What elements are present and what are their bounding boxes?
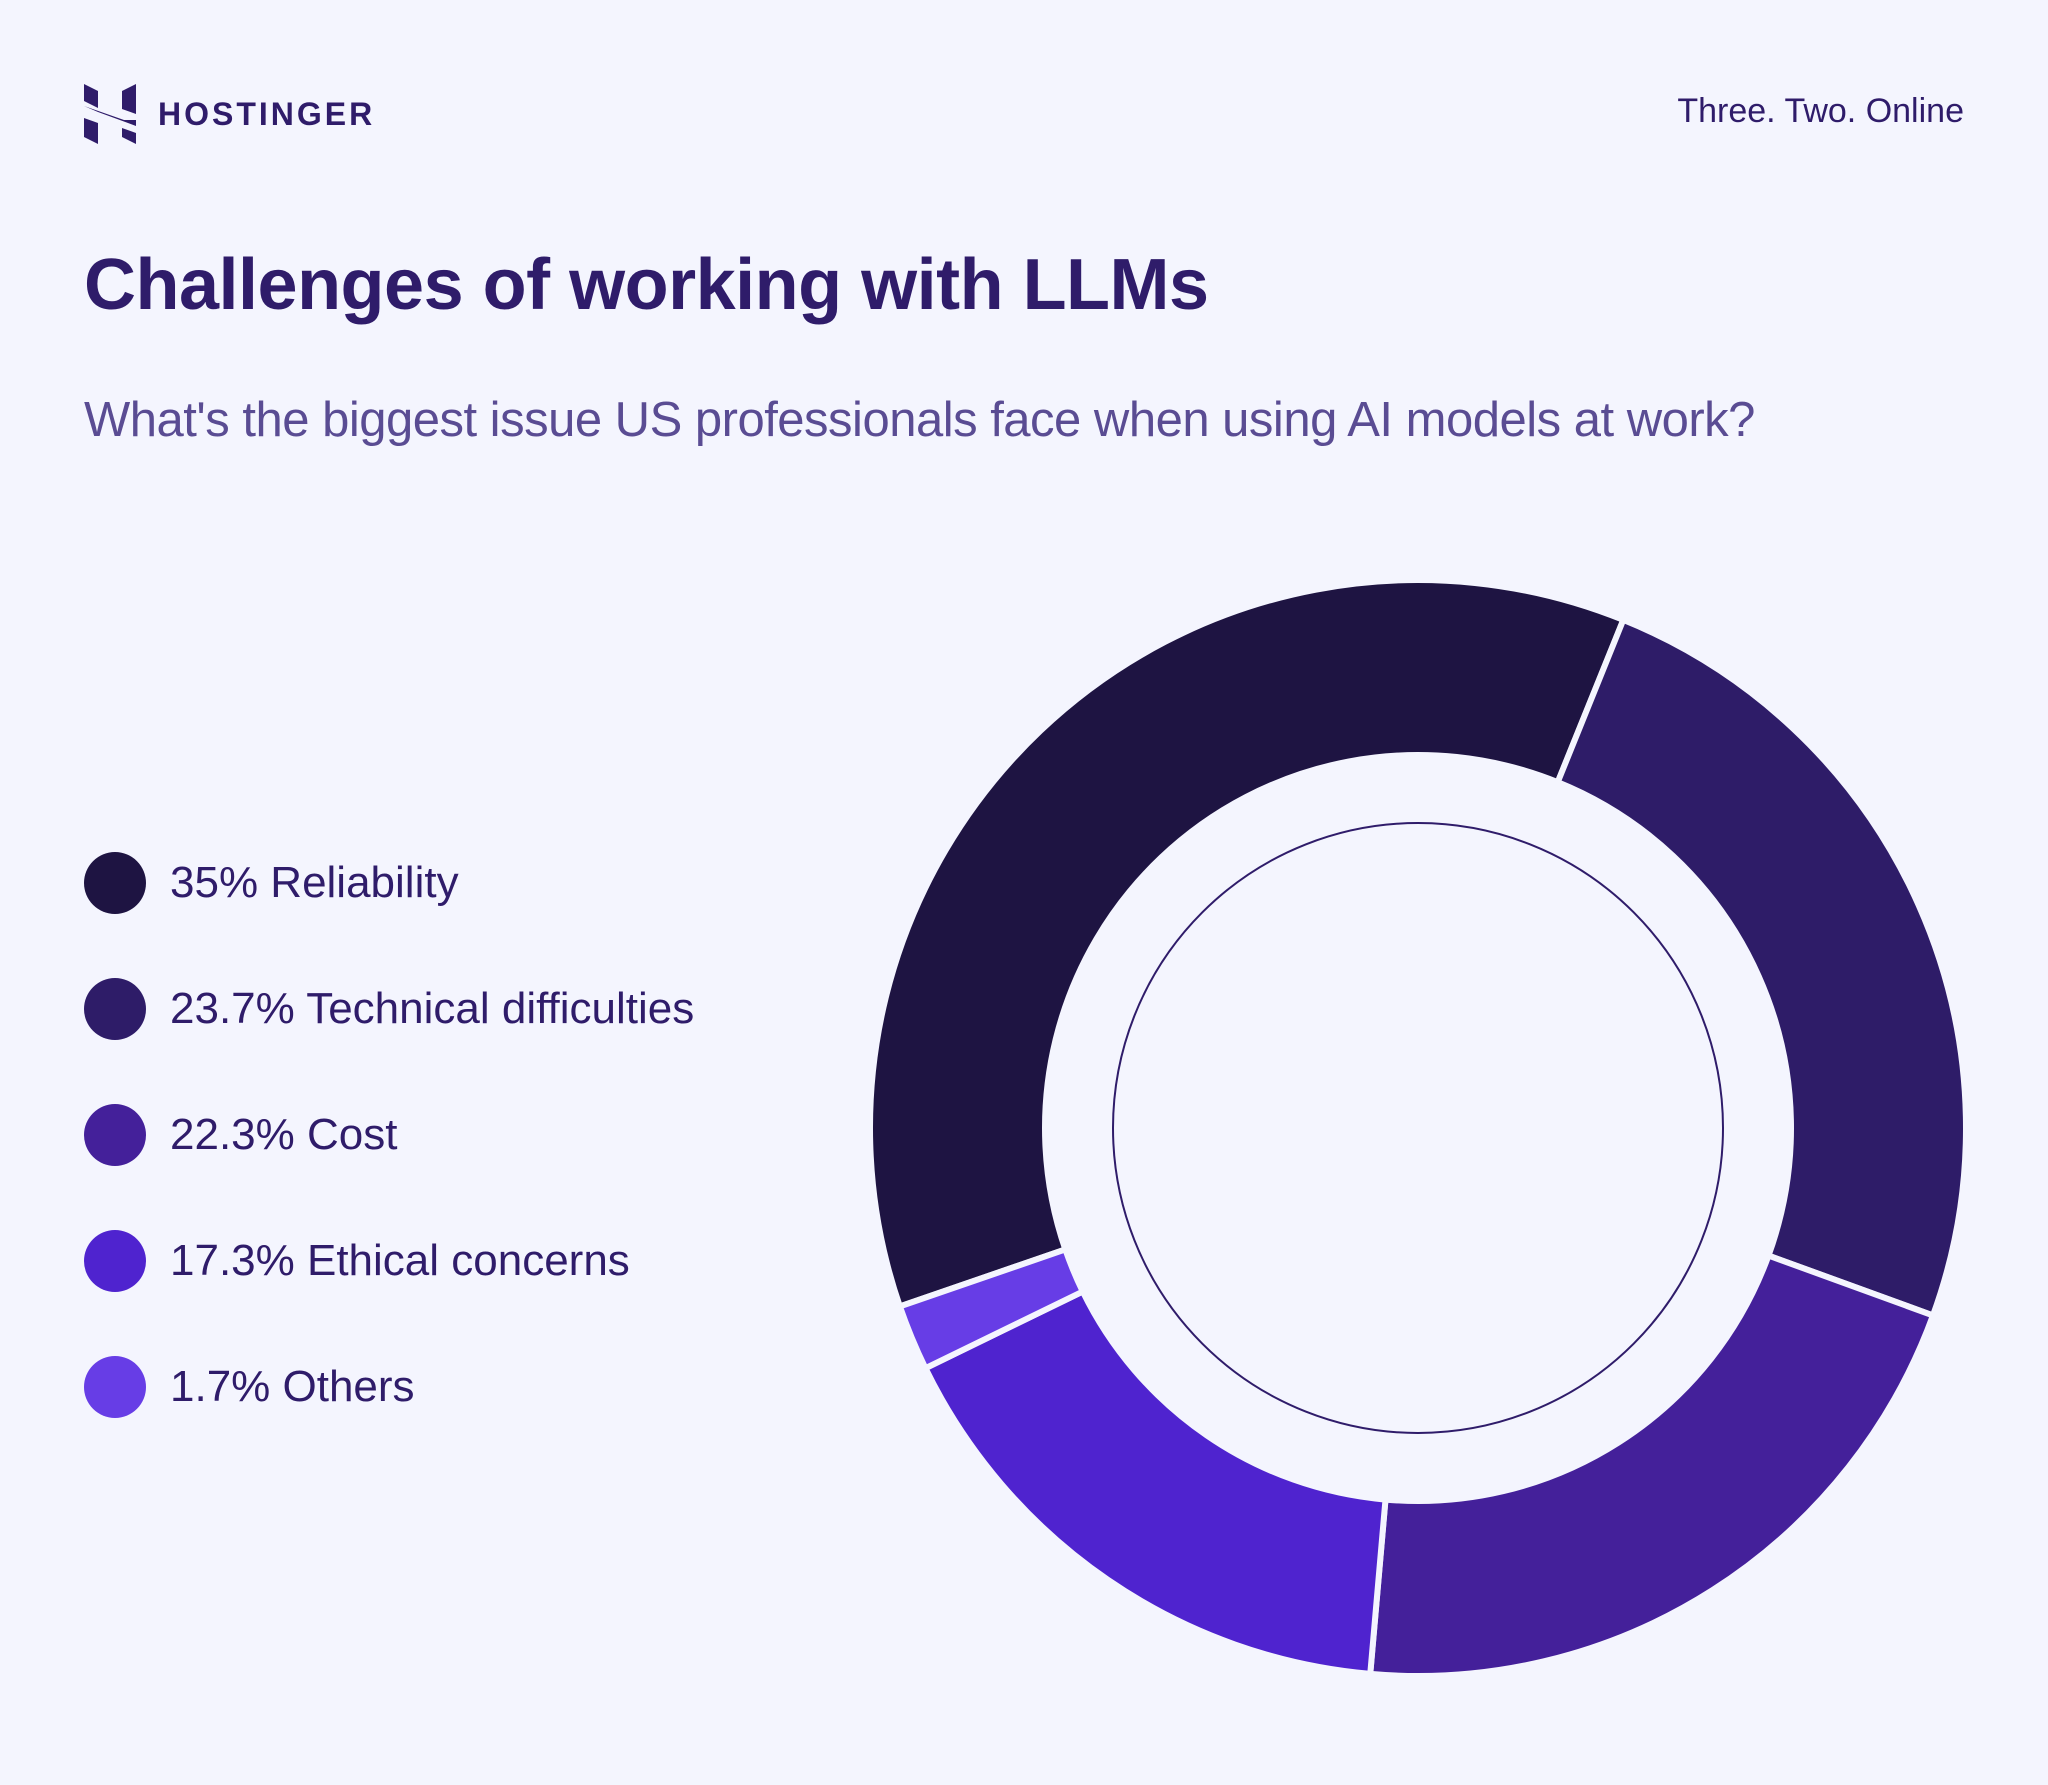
donut-inner-circle	[1112, 822, 1724, 1434]
legend-item: 22.3% Cost	[84, 1104, 694, 1166]
donut-segment-reliability	[867, 577, 1628, 1311]
legend-swatch	[84, 1356, 146, 1418]
brand-logo: HOSTINGER	[84, 84, 375, 144]
legend-item: 17.3% Ethical concerns	[84, 1230, 694, 1292]
hostinger-h-logo-icon	[84, 84, 136, 144]
legend-swatch	[84, 1230, 146, 1292]
donut-segments	[867, 577, 1969, 1679]
legend-label: 1.7% Others	[170, 1362, 415, 1411]
chart-legend: 35% Reliability 23.7% Technical difficul…	[84, 852, 694, 1482]
legend-item: 35% Reliability	[84, 852, 694, 914]
donut-segment-technical-difficulties	[1553, 615, 1969, 1320]
donut-segment-ethical-concerns	[921, 1287, 1389, 1678]
legend-swatch	[84, 978, 146, 1040]
legend-label: 22.3% Cost	[170, 1110, 398, 1159]
brand-tagline: Three. Two. Online	[1677, 92, 1964, 130]
legend-label: 35% Reliability	[170, 858, 459, 907]
brand-name: HOSTINGER	[158, 95, 376, 132]
legend-item: 1.7% Others	[84, 1356, 694, 1418]
legend-label: 17.3% Ethical concerns	[170, 1236, 630, 1285]
chart-title: Challenges of working with LLMs	[84, 245, 1209, 325]
donut-segment-cost	[1366, 1251, 1937, 1679]
legend-label: 23.7% Technical difficulties	[170, 984, 695, 1033]
legend-swatch	[84, 852, 146, 914]
legend-item: 23.7% Technical difficulties	[84, 978, 694, 1040]
chart-subtitle: What's the biggest issue US professional…	[84, 393, 1755, 447]
donut-segment-others	[896, 1245, 1087, 1373]
legend-swatch	[84, 1104, 146, 1166]
